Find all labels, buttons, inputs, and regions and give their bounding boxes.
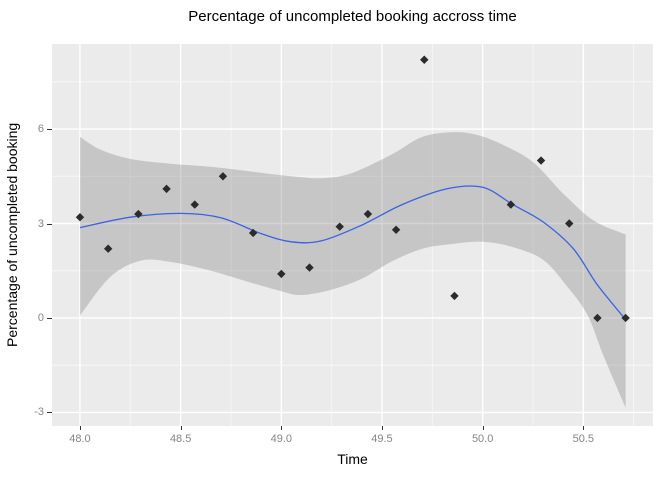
- data-point: [248, 228, 258, 238]
- x-tick-label: 49.0: [270, 433, 293, 445]
- plot-panel: [52, 44, 653, 426]
- data-point: [565, 219, 574, 228]
- data-point: [593, 313, 602, 323]
- x-tick-label: 48.0: [69, 433, 91, 445]
- data-point: [363, 209, 373, 219]
- x-tick-label: 48.5: [169, 433, 192, 445]
- x-axis-tick: [281, 426, 283, 430]
- y-tick-label: 6: [37, 123, 44, 136]
- chart-title: Percentage of uncompleted booking accros…: [188, 8, 517, 25]
- y-tick-label: 0: [37, 311, 44, 324]
- data-point: [103, 244, 113, 253]
- y-axis-tick: [47, 129, 52, 131]
- data-point: [277, 269, 286, 279]
- x-tick-label: 50.0: [471, 433, 494, 445]
- data-point: [391, 225, 401, 235]
- x-axis-tick: [482, 426, 484, 430]
- data-point: [450, 291, 459, 301]
- x-axis-tick: [381, 426, 383, 430]
- data-point: [506, 200, 516, 209]
- y-axis-tick: [47, 317, 52, 319]
- data-point: [536, 156, 546, 165]
- data-point: [335, 222, 344, 231]
- data-point: [218, 172, 228, 181]
- plot-area: [52, 44, 653, 426]
- data-point: [134, 209, 143, 219]
- y-tick-label: -3: [34, 406, 44, 419]
- data-point: [420, 55, 429, 64]
- data-point: [190, 200, 199, 209]
- data-point: [162, 184, 171, 194]
- y-tick-label: 3: [37, 217, 44, 230]
- confidence-ribbon: [80, 132, 626, 408]
- y-axis-tick: [47, 412, 52, 414]
- x-tick-label: 49.5: [371, 433, 393, 445]
- x-tick-label: 50.5: [572, 433, 595, 445]
- data-point: [75, 213, 85, 222]
- x-axis-title: Time: [337, 451, 368, 467]
- x-axis-tick: [180, 426, 182, 430]
- x-axis-tick: [583, 426, 585, 430]
- x-axis-tick: [79, 426, 81, 430]
- smooth-line: [79, 185, 627, 321]
- y-axis-title: Percentage of uncompleted booking: [4, 122, 20, 348]
- y-axis-tick: [47, 223, 52, 225]
- data-point: [621, 313, 630, 323]
